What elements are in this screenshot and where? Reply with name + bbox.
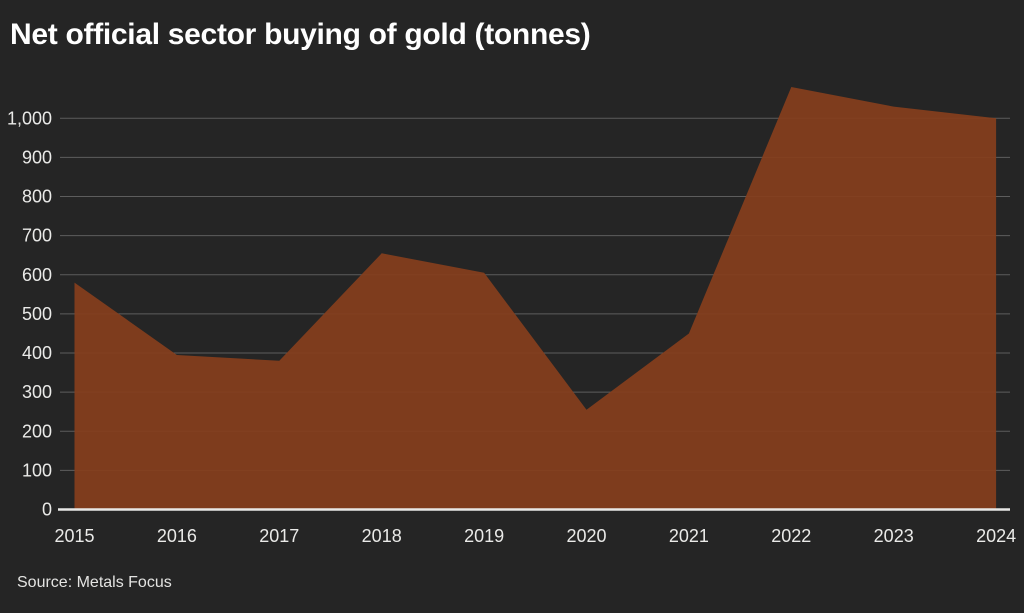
source-note: Source: Metals Focus [17, 574, 172, 591]
xtick-label-2022: 2022 [771, 526, 811, 546]
xtick-label-2023: 2023 [874, 526, 914, 546]
ytick-label-900: 900 [22, 147, 52, 167]
ytick-label-100: 100 [22, 460, 52, 480]
ytick-label-1000: 1,000 [7, 108, 52, 128]
gold-buying-area-series [74, 87, 997, 510]
ytick-label-800: 800 [22, 187, 52, 207]
ytick-label-0: 0 [42, 500, 52, 520]
ytick-label-400: 400 [22, 343, 52, 363]
ytick-label-700: 700 [22, 226, 52, 246]
ytick-label-500: 500 [22, 304, 52, 324]
xtick-label-2017: 2017 [259, 526, 299, 546]
xtick-label-2018: 2018 [362, 526, 402, 546]
ytick-label-300: 300 [22, 382, 52, 402]
xtick-label-2015: 2015 [54, 526, 94, 546]
xtick-label-2016: 2016 [157, 526, 197, 546]
xtick-label-2019: 2019 [464, 526, 504, 546]
xtick-label-2024: 2024 [976, 526, 1016, 546]
xtick-label-2021: 2021 [669, 526, 709, 546]
xtick-label-2020: 2020 [566, 526, 606, 546]
ytick-label-600: 600 [22, 265, 52, 285]
ytick-label-200: 200 [22, 421, 52, 441]
chart-title: Net official sector buying of gold (tonn… [10, 18, 591, 51]
